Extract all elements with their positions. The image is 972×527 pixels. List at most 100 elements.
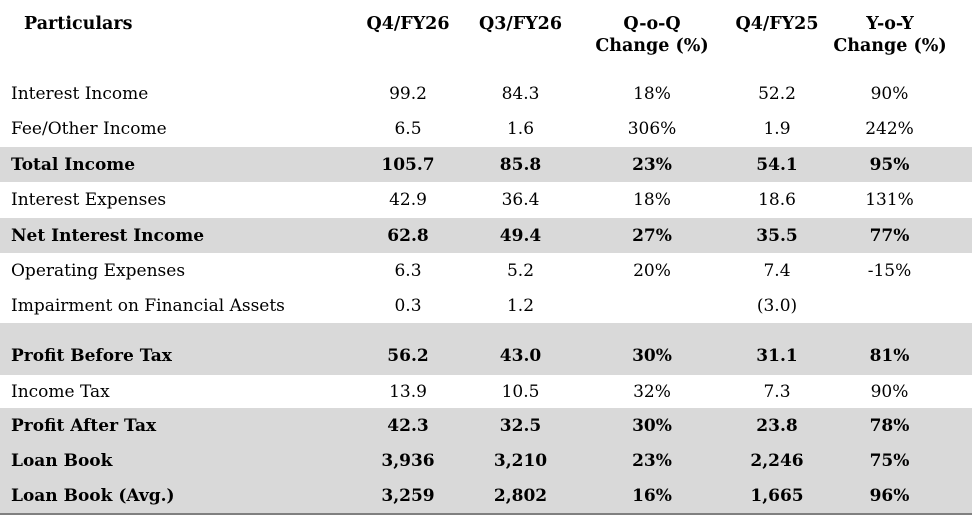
cell-q4fy26: 99.2 [389,83,427,104]
cell-yoy: 75% [827,443,972,479]
col-header-q3fy26: Q3/FY26 [464,0,577,76]
cell-q3fy26: 3,210 [464,443,577,479]
cell-q4fy25: 7.4 [763,261,791,281]
results-table: Particulars Q4/FY26 Q3/FY26 Q-o-Q Change… [0,0,972,515]
cell-particulars: Loan Book (Avg.) [0,479,352,515]
cell-particulars: Total Income [0,147,352,182]
cell-q4fy25: 35.5 [727,218,827,253]
table-row: Impairment on Financial Assets 0.3 1.2 (3.0… [0,289,972,323]
cell-qoq: 18% [633,190,671,210]
table-row: Operating Expenses 6.3 5.2 20% 7.4 -15% [0,253,972,289]
cell-q4fy25: 7.3 [763,381,791,402]
col-header-label: Q4/FY26 [366,14,450,34]
cell-q4fy25: 54.1 [727,147,827,182]
col-header-yoy-change: Y-o-Y Change (%) [827,0,972,76]
table-row: Fee/Other Income 6.5 1.6 306% 1.9 242% [0,111,972,147]
cell-qoq: 32% [633,381,671,402]
cell-qoq: 30% [577,323,727,375]
cell-q4fy25: (3.0) [756,296,798,316]
table-body: Interest Income 99.2 84.3 18% 52.2 90% Fee/Oth… [0,76,972,515]
cell-q3fy26: 85.8 [464,147,577,182]
cell-q3fy26: 5.2 [506,261,535,281]
cell-q4fy25: 23.8 [727,408,827,443]
col-header-qoq-change: Q-o-Q Change (%) [577,0,727,76]
cell-q3fy26: 49.4 [464,218,577,253]
cell-yoy: 242% [865,119,914,139]
col-header-q4fy26: Q4/FY26 [352,0,464,76]
table-row: Profit Before Tax 56.2 43.0 30% 31.1 81% [0,323,972,375]
cell-q4fy26: 3,936 [352,443,464,479]
cell-q4fy26: 56.2 [352,323,464,375]
cell-q4fy25: 1,665 [727,479,827,515]
cell-q3fy26: 1.2 [506,296,535,316]
cell-q4fy26: 0.3 [394,296,422,316]
table-row: Loan Book (Avg.) 3,259 2,802 16% 1,665 96% [0,479,972,515]
table-row: Income Tax 13.9 10.5 32% 7.3 90% [0,375,972,408]
cell-q4fy25: 31.1 [727,323,827,375]
cell-q4fy26: 13.9 [389,381,427,402]
cell-q4fy26: 62.8 [352,218,464,253]
cell-qoq: 23% [577,443,727,479]
cell-q4fy26: 42.3 [352,408,464,443]
cell-particulars: Fee/Other Income [11,119,167,139]
cell-q4fy25: 52.2 [758,83,796,104]
cell-q3fy26: 10.5 [501,381,540,402]
col-header-label: Q4/FY25 [735,14,819,34]
cell-q4fy26: 6.3 [394,261,422,281]
cell-yoy [827,289,972,323]
cell-particulars: Impairment on Financial Assets [11,296,285,316]
cell-q3fy26: 2,802 [464,479,577,515]
cell-particulars: Interest Expenses [11,190,167,210]
cell-yoy: -15% [867,261,912,281]
cell-particulars: Net Interest Income [0,218,352,253]
cell-yoy: 95% [827,147,972,182]
col-header-particulars: Particulars [0,0,352,76]
cell-q3fy26: 84.3 [501,83,540,104]
header-row: Particulars Q4/FY26 Q3/FY26 Q-o-Q Change… [0,0,972,76]
col-header-label: Particulars [24,14,133,34]
cell-yoy: 90% [870,83,909,104]
cell-particulars: Income Tax [11,381,110,402]
table-row: Profit After Tax 42.3 32.5 30% 23.8 78% [0,408,972,443]
col-header-sublabel: Change (%) [595,36,709,56]
col-header-label: Q-o-Q [623,14,681,34]
cell-particulars: Profit After Tax [0,408,352,443]
cell-q4fy26: 105.7 [352,147,464,182]
cell-yoy: 131% [865,190,914,210]
cell-yoy: 96% [827,479,972,515]
cell-particulars: Interest Income [11,83,149,104]
cell-qoq: 16% [577,479,727,515]
cell-q4fy26: 3,259 [352,479,464,515]
cell-q3fy26: 32.5 [464,408,577,443]
cell-particulars: Operating Expenses [11,261,186,281]
table-row: Interest Expenses 42.9 36.4 18% 18.6 131% [0,182,972,218]
table-row: Interest Income 99.2 84.3 18% 52.2 90% [0,76,972,111]
cell-qoq: 18% [633,83,671,104]
table-row: Loan Book 3,936 3,210 23% 2,246 75% [0,443,972,479]
cell-q3fy26: 43.0 [464,323,577,375]
cell-yoy: 81% [827,323,972,375]
cell-qoq: 23% [577,147,727,182]
cell-qoq: 30% [577,408,727,443]
col-header-label: Q3/FY26 [478,14,563,34]
cell-q4fy26: 42.9 [389,190,427,210]
cell-q4fy25: 2,246 [727,443,827,479]
col-header-label: Y-o-Y [866,14,914,34]
cell-q4fy25: 18.6 [758,190,796,210]
cell-qoq: 306% [627,119,677,139]
cell-qoq: 27% [577,218,727,253]
cell-q3fy26: 1.6 [506,119,535,139]
cell-yoy: 78% [827,408,972,443]
cell-q3fy26: 36.4 [501,190,540,210]
cell-particulars: Profit Before Tax [0,323,352,375]
table-row: Net Interest Income 62.8 49.4 27% 35.5 77% [0,218,972,253]
cell-qoq: 20% [633,261,671,281]
cell-q4fy25: 1.9 [763,119,791,139]
col-header-sublabel: Change (%) [833,36,947,56]
cell-qoq [577,289,727,323]
table-row: Total Income 105.7 85.8 23% 54.1 95% [0,147,972,182]
cell-yoy: 90% [870,381,909,402]
col-header-q4fy25: Q4/FY25 [727,0,827,76]
cell-q4fy26: 6.5 [394,119,422,139]
